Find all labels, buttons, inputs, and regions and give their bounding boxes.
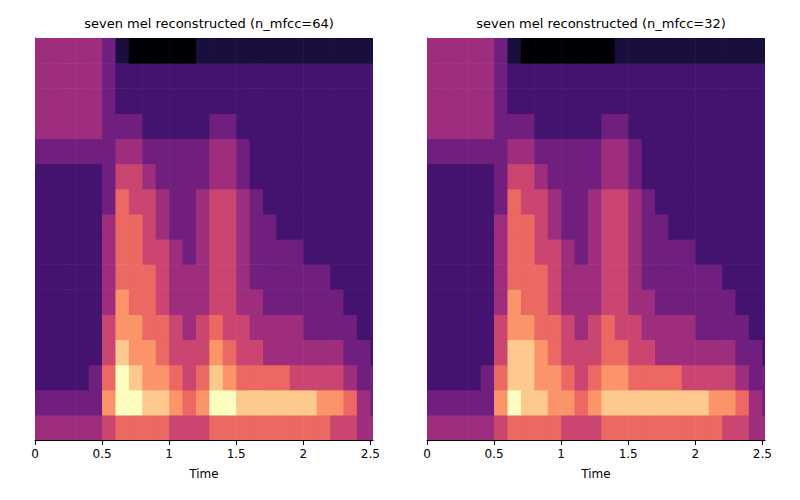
- svg-text:0: 0: [423, 447, 431, 461]
- svg-text:2.5: 2.5: [753, 447, 772, 461]
- svg-text:2: 2: [691, 447, 699, 461]
- svg-text:1: 1: [165, 447, 173, 461]
- svg-text:seven mel reconstructed (n_mfc: seven mel reconstructed (n_mfcc=64): [84, 16, 334, 31]
- svg-text:1.5: 1.5: [619, 447, 638, 461]
- svg-text:1.5: 1.5: [227, 447, 246, 461]
- svg-text:0: 0: [31, 447, 39, 461]
- svg-text:2: 2: [299, 447, 307, 461]
- svg-text:0.5: 0.5: [93, 447, 112, 461]
- svg-text:0.5: 0.5: [485, 447, 504, 461]
- svg-text:Time: Time: [188, 467, 218, 481]
- svg-text:1: 1: [557, 447, 565, 461]
- svg-text:seven mel reconstructed (n_mfc: seven mel reconstructed (n_mfcc=32): [476, 16, 726, 31]
- svg-text:Time: Time: [580, 467, 610, 481]
- svg-text:2.5: 2.5: [361, 447, 380, 461]
